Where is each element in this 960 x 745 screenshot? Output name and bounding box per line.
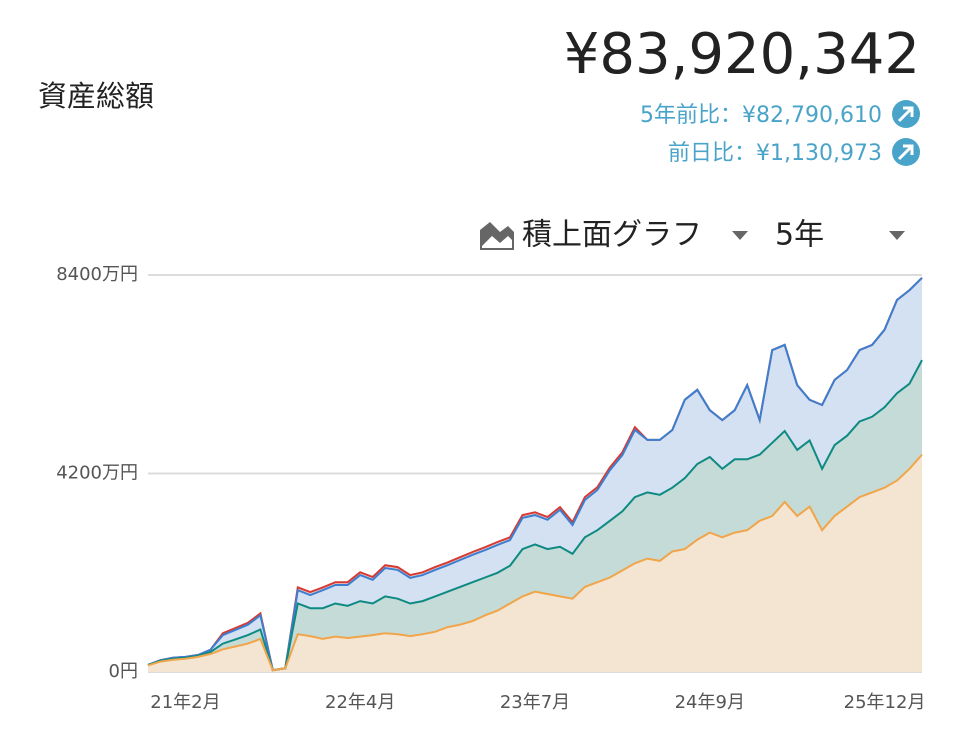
x-tick-label: 21年2月: [150, 692, 220, 713]
area-line: [147, 453, 923, 672]
dropdown-arrow: [889, 231, 905, 240]
chart-kind: 積上面グラフ: [522, 218, 702, 253]
y-tick-label: 4200万円: [56, 463, 138, 484]
up-icon: [892, 138, 920, 166]
day-change: 前日比：¥1,130,973: [668, 141, 882, 166]
x-tick-label: 23年7月: [500, 692, 570, 713]
y-tick-label: 8400万円: [56, 264, 138, 285]
x-tick-label: 22年4月: [325, 692, 395, 713]
chart-kind-icon-detail: [482, 236, 512, 248]
area-fill: [148, 360, 922, 671]
x-tick-label: 24年9月: [675, 692, 745, 713]
period-dropdown[interactable]: 5年: [775, 218, 905, 253]
area-fill: [148, 454, 922, 672]
y-tick-label: 0円: [109, 661, 138, 682]
x-tick-label: 25年12月: [844, 692, 926, 713]
dropdown-arrow: [732, 231, 748, 240]
up-icon: [892, 100, 920, 128]
period: 5年: [775, 218, 824, 253]
total-amount: ¥83,920,342: [564, 22, 920, 87]
total-label: 資産総額: [38, 79, 154, 113]
chart-kind-dropdown[interactable]: 積上面グラフ: [480, 218, 748, 253]
five-year-change: 5年前比：¥82,790,610: [640, 103, 882, 128]
